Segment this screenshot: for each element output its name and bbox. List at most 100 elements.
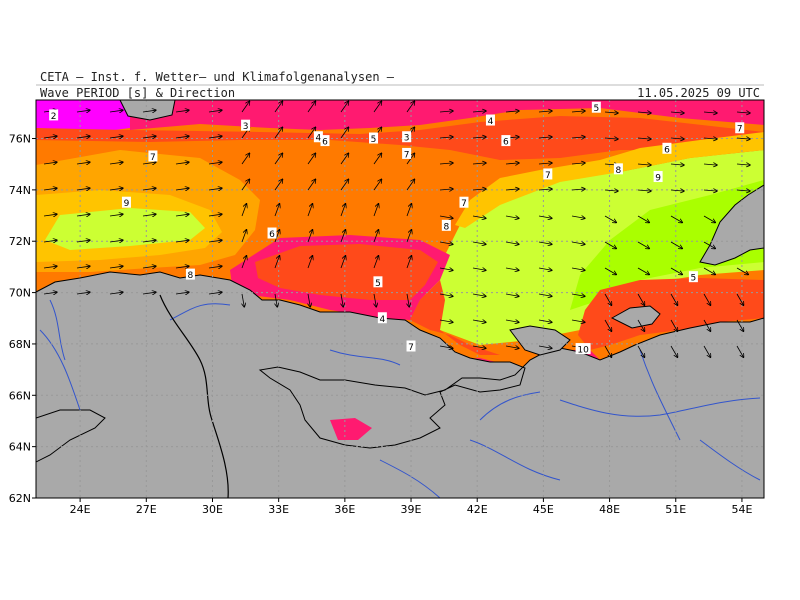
wave-direction-arrow <box>307 204 312 217</box>
contour-label-bg <box>735 122 745 134</box>
wave-direction-arrow <box>736 190 750 191</box>
contour-label: 4 <box>379 315 385 325</box>
wave-direction-arrow <box>274 204 279 217</box>
wave-direction-arrow <box>308 293 310 307</box>
wave-direction-arrow <box>406 256 411 269</box>
wave-direction-arrow <box>472 111 486 112</box>
wave-direction-arrow <box>505 346 519 348</box>
wave-direction-arrow <box>142 188 156 190</box>
wave-direction-arrow <box>736 164 750 165</box>
wave-direction-arrow <box>242 293 244 307</box>
wave-direction-arrow <box>373 101 381 113</box>
wave-direction-arrow <box>505 242 519 244</box>
lat-tick-label: 64N <box>9 441 31 454</box>
wave-direction-arrow <box>538 320 552 322</box>
wave-direction-arrow <box>538 294 552 296</box>
wave-direction-arrow <box>604 267 616 275</box>
period-band-5-6-east <box>578 278 764 350</box>
contour-label: 7 <box>404 150 410 160</box>
wave-direction-arrow <box>340 127 348 139</box>
wave-direction-arrow <box>736 138 750 139</box>
contour-label: 6 <box>664 145 670 155</box>
wave-direction-arrow <box>406 230 411 243</box>
contour-label: 10 <box>577 346 589 356</box>
lon-tick-label: 36E <box>334 503 355 516</box>
wave-direction-arrow <box>439 189 453 190</box>
wave-direction-arrow <box>538 137 552 138</box>
contour-label-bg <box>373 276 383 288</box>
wave-direction-arrow <box>76 240 90 242</box>
wave-direction-arrow <box>637 319 645 331</box>
wave-direction-arrow <box>241 230 246 243</box>
wave-direction-arrow <box>571 189 585 190</box>
contour-label: 7 <box>461 199 467 209</box>
wave-direction-arrow <box>670 138 684 139</box>
wave-direction-arrow <box>142 162 156 164</box>
wave-direction-arrow <box>76 292 90 294</box>
wave-direction-arrow <box>439 137 453 138</box>
lat-tick-label: 74N <box>9 184 31 197</box>
wave-direction-arrow <box>670 267 682 275</box>
wave-direction-arrow <box>76 110 90 112</box>
contour-label-bg <box>441 219 451 231</box>
contour-label: 5 <box>371 135 377 145</box>
lat-tick-label: 66N <box>9 389 31 402</box>
contour-label: 7 <box>545 171 551 181</box>
wave-direction-arrow <box>604 190 618 191</box>
wave-direction-arrow <box>670 164 684 165</box>
wave-direction-arrow <box>439 294 453 296</box>
contour-label: 2 <box>51 112 57 122</box>
wave-direction-arrow <box>241 101 249 113</box>
wave-direction-arrow <box>76 162 90 164</box>
contour-label-bg <box>377 312 387 324</box>
contour-label: 6 <box>269 230 275 240</box>
wave-direction-arrow <box>736 267 748 275</box>
wave-direction-arrow <box>43 162 57 164</box>
wave-direction-arrow <box>703 215 715 223</box>
wave-direction-arrow <box>472 163 486 164</box>
wave-direction-arrow <box>472 137 486 138</box>
contour-label-bg <box>402 131 412 143</box>
contour-label: 8 <box>616 166 622 176</box>
wave-direction-arrow <box>439 216 453 218</box>
wave-direction-arrow <box>637 215 649 223</box>
wave-direction-arrow <box>439 320 453 322</box>
wave-direction-arrow <box>307 256 312 269</box>
period-band-2-3-north <box>36 100 130 132</box>
wave-direction-arrow <box>736 319 744 331</box>
wave-direction-arrow <box>505 189 519 190</box>
wave-direction-arrow <box>538 216 552 218</box>
wave-direction-arrow <box>670 241 682 249</box>
wave-direction-arrow <box>571 268 585 270</box>
wave-direction-arrow <box>406 204 411 217</box>
wave-direction-arrow <box>175 266 189 268</box>
period-band-10-east <box>570 180 764 310</box>
rivers <box>39 299 761 498</box>
wave-direction-arrow <box>307 101 315 113</box>
wave-direction-arrow <box>604 345 612 357</box>
wave-direction-arrow <box>670 215 682 223</box>
wave-direction-arrow <box>175 214 189 216</box>
contour-label: 4 <box>316 134 322 144</box>
contour-label-bg <box>662 142 672 154</box>
contour-label: 8 <box>188 271 194 281</box>
contour-label-bg <box>543 168 553 180</box>
wave-direction-arrow <box>208 110 222 112</box>
lon-tick-label: 39E <box>401 503 422 516</box>
contour-label-bg <box>653 171 663 183</box>
contour-label-bg <box>241 119 251 131</box>
wave-direction-arrow <box>670 112 684 113</box>
wave-direction-arrow <box>208 240 222 242</box>
kanin-peninsula <box>509 325 571 356</box>
wave-direction-arrow <box>142 240 156 242</box>
wave-direction-arrow <box>439 163 453 164</box>
wave-direction-arrow <box>637 345 645 357</box>
wave-direction-arrow <box>374 293 376 307</box>
contour-label: 3 <box>404 134 410 144</box>
wave-direction-arrow <box>505 163 519 164</box>
wave-direction-arrow <box>175 188 189 190</box>
wave-direction-arrow <box>571 242 585 244</box>
scandinavia-russia-land <box>36 271 764 498</box>
lon-tick-label: 42E <box>467 503 488 516</box>
wave-direction-arrow <box>43 214 57 216</box>
